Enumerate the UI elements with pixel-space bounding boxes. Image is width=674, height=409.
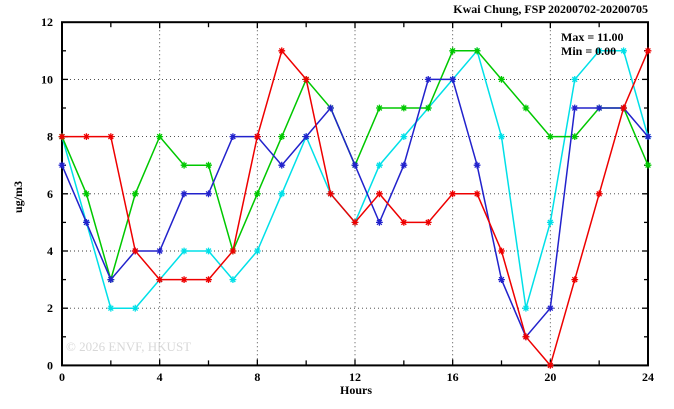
- legend-max-label: Max = 11.00: [561, 30, 624, 44]
- svg-text:2: 2: [47, 301, 53, 315]
- svg-text:0: 0: [59, 370, 65, 384]
- svg-text:24: 24: [642, 370, 654, 384]
- svg-text:8: 8: [47, 130, 53, 144]
- svg-text:8: 8: [254, 370, 260, 384]
- svg-text:12: 12: [41, 15, 53, 29]
- svg-text:12: 12: [349, 370, 361, 384]
- svg-text:0: 0: [47, 358, 53, 372]
- svg-text:16: 16: [447, 370, 459, 384]
- legend: Max = 11.00 Min = 0.00: [561, 30, 624, 58]
- svg-text:10: 10: [41, 72, 53, 86]
- svg-text:6: 6: [47, 187, 53, 201]
- x-axis-label: Hours: [339, 383, 372, 397]
- legend-min-label: Min = 0.00: [561, 44, 617, 58]
- chart-title: Kwai Chung, FSP 20200702-20200705: [453, 2, 648, 16]
- svg-text:4: 4: [47, 244, 53, 258]
- y-axis-label: ug/m3: [11, 181, 25, 214]
- svg-text:20: 20: [544, 370, 556, 384]
- svg-text:4: 4: [157, 370, 163, 384]
- watermark: © 2026 ENVF, HKUST: [66, 339, 192, 354]
